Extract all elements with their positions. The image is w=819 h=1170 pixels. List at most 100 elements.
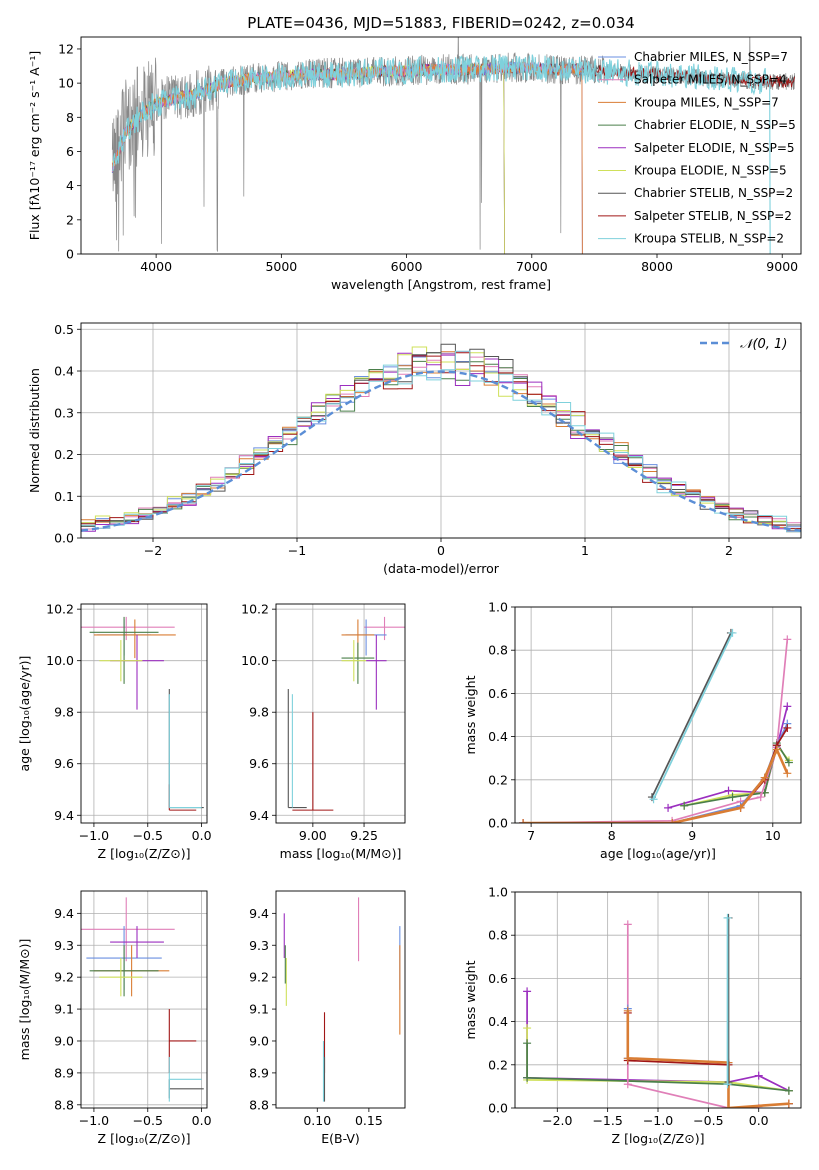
y-tick-label: 0.8 xyxy=(488,643,508,658)
age-vs-mass-grid xyxy=(276,604,405,823)
spectrum-axes: 4000 5000 6000 7000 8000 9000 0 2 4 6 8 10 12 wavelen… xyxy=(27,36,802,292)
weight-marker xyxy=(680,801,689,810)
mass-vs-ebv-frame xyxy=(275,890,406,1109)
x-tick-label: 9.00 xyxy=(299,828,327,843)
x-tick-label: 8 xyxy=(608,828,616,843)
weight-marker xyxy=(783,769,792,778)
weight-line xyxy=(523,723,789,823)
x-tick-label: 0.10 xyxy=(303,1113,331,1128)
y-axis-label: mass weight xyxy=(463,960,478,1039)
y-tick-label: 9.8 xyxy=(249,705,269,720)
y-tick-label: 0.2 xyxy=(54,447,74,462)
x-tick-label: 4000 xyxy=(140,259,172,274)
weight-series-s_stelib xyxy=(519,723,792,823)
mass-vs-ebv-ticks: 0.10 0.15 8.8 8.9 9.0 9.1 9.2 9.3 9.4 xyxy=(249,906,383,1128)
weight-marker xyxy=(772,745,781,754)
x-tick-label: 2 xyxy=(725,543,733,558)
y-tick-label: 0.5 xyxy=(54,322,74,337)
spectrum-frame xyxy=(80,36,802,255)
x-tick-label: −1 xyxy=(288,543,306,558)
age-vs-z-axes: −1.0 −0.5 0.0 9.4 9.6 9.8 10.0 10.2 Z [log₁₀(Z/Z… xyxy=(17,602,212,861)
spectrum-ticks: 4000 5000 6000 7000 8000 9000 0 2 4 6 8 10 12 xyxy=(58,41,798,274)
age-vs-z-ticks: −1.0 −0.5 0.0 9.4 9.6 9.8 10.0 10.2 xyxy=(46,602,211,843)
weight-marker xyxy=(623,1006,632,1015)
y-tick-label: 9.4 xyxy=(54,906,74,921)
x-tick-label: 0.0 xyxy=(749,1113,769,1128)
x-tick-label: 0.0 xyxy=(192,828,212,843)
age-vs-z-frame xyxy=(80,603,208,824)
mass-weight-vs-z-axes: −2.0 −1.5 −1.0 −0.5 0.0 0.0 0.2 0.4 0.6 0.8 1.0 Z [… xyxy=(463,885,802,1146)
errorbar-point-s_stelib xyxy=(292,712,334,811)
weight-marker xyxy=(760,773,769,782)
legend-label: 𝒩(0, 1) xyxy=(740,337,787,352)
weight-marker xyxy=(754,1071,763,1080)
y-tick-label: 10 xyxy=(58,76,74,91)
y-tick-label: 0.2 xyxy=(488,1057,508,1072)
weight-marker xyxy=(724,786,733,795)
weight-line xyxy=(523,727,789,823)
residual-histogram-k_stelib xyxy=(81,350,801,533)
weight-marker xyxy=(736,803,745,812)
x-axis-label: (data-model)/error xyxy=(383,561,500,576)
x-tick-label: −1.0 xyxy=(79,828,109,843)
mass-vs-z-grid xyxy=(81,891,207,1108)
y-axis-label: Flux [fλ10⁻¹⁷ erg cm⁻² s⁻¹ A⁻¹] xyxy=(27,51,42,240)
x-tick-label: 10 xyxy=(765,828,781,843)
errorbar-point-c_stelib xyxy=(287,689,307,809)
errorbar-point-s_miles xyxy=(81,897,175,962)
weight-marker xyxy=(783,635,792,644)
weight-marker xyxy=(523,1039,532,1048)
x-tick-label: 5000 xyxy=(265,259,297,274)
weight-marker xyxy=(783,702,792,711)
errorbar-point-s_elodie xyxy=(110,634,164,710)
errorbar-point-s_elodie xyxy=(366,634,387,710)
y-axis-label: mass [log₁₀(M/M⊙)] xyxy=(17,939,32,1061)
y-tick-label: 9.0 xyxy=(249,1033,269,1048)
y-tick-label: 1.0 xyxy=(488,600,508,615)
mass-weight-vs-z-ticks: −2.0 −1.5 −1.0 −0.5 0.0 0.0 0.2 0.4 0.6 0.8 1.0 xyxy=(488,885,769,1129)
y-tick-label: 10.2 xyxy=(241,602,269,617)
mass-weight-vs-age-plot xyxy=(519,628,793,823)
weight-marker xyxy=(523,1024,532,1033)
x-tick-label: −1.0 xyxy=(643,1113,673,1128)
x-axis-label: E(B-V) xyxy=(321,1131,360,1146)
errorbar-point-s_miles xyxy=(364,616,405,641)
y-tick-label: 9.1 xyxy=(249,1002,269,1017)
y-tick-label: 1.0 xyxy=(488,885,508,900)
y-tick-label: 10.0 xyxy=(241,653,269,668)
weight-marker xyxy=(523,987,532,996)
legend-label: Salpeter STELIB, N_SSP=2 xyxy=(634,209,792,223)
legend-label: Chabrier ELODIE, N_SSP=5 xyxy=(634,118,796,132)
y-tick-label: 0.6 xyxy=(488,686,508,701)
x-tick-label: 8000 xyxy=(641,259,673,274)
age-vs-z-grid xyxy=(81,604,207,823)
x-tick-label: −0.5 xyxy=(693,1113,723,1128)
weight-marker xyxy=(723,1080,732,1089)
y-tick-label: 9.8 xyxy=(54,705,74,720)
y-tick-label: 2 xyxy=(66,212,74,227)
mass-vs-ebv-plot xyxy=(283,897,401,1102)
errorbar-point-s_elodie xyxy=(110,926,164,959)
weight-marker xyxy=(649,795,658,804)
y-tick-label: 0.4 xyxy=(488,1014,508,1029)
y-tick-label: 0.2 xyxy=(488,772,508,787)
mass-vs-ebv-axes: 0.10 0.15 8.8 8.9 9.0 9.1 9.2 9.3 9.4 E(B-V) xyxy=(249,890,406,1146)
y-tick-label: 6 xyxy=(66,144,74,159)
x-tick-label: 9 xyxy=(688,828,696,843)
residuals-axes: −2 −1 0 1 2 0.0 0.1 0.2 0.3 0.4 0.5 (data-model)/er… xyxy=(27,322,802,576)
errorbar-point-k_stelib xyxy=(168,694,202,809)
x-axis-label: Z [log₁₀(Z/Z⊙)] xyxy=(98,1131,191,1146)
y-tick-label: 8.9 xyxy=(249,1065,269,1080)
x-axis-label: Z [log₁₀(Z/Z⊙)] xyxy=(612,1131,705,1146)
weight-marker xyxy=(723,913,732,922)
residuals-plot xyxy=(81,343,801,533)
mass-vs-z-ticks: −1.0 −0.5 0.0 8.8 8.9 9.0 9.1 9.2 9.3 9.4 xyxy=(54,906,211,1128)
errorbar-point-c_stelib xyxy=(168,1079,204,1099)
y-tick-label: 9.2 xyxy=(54,970,74,985)
age-vs-mass-frame xyxy=(275,603,406,824)
y-tick-label: 9.3 xyxy=(249,938,269,953)
errorbar-point-k_stelib xyxy=(168,1056,202,1102)
legend-label: Chabrier STELIB, N_SSP=2 xyxy=(634,186,793,200)
x-axis-label: mass [log₁₀(M/M⊙)] xyxy=(280,846,402,861)
